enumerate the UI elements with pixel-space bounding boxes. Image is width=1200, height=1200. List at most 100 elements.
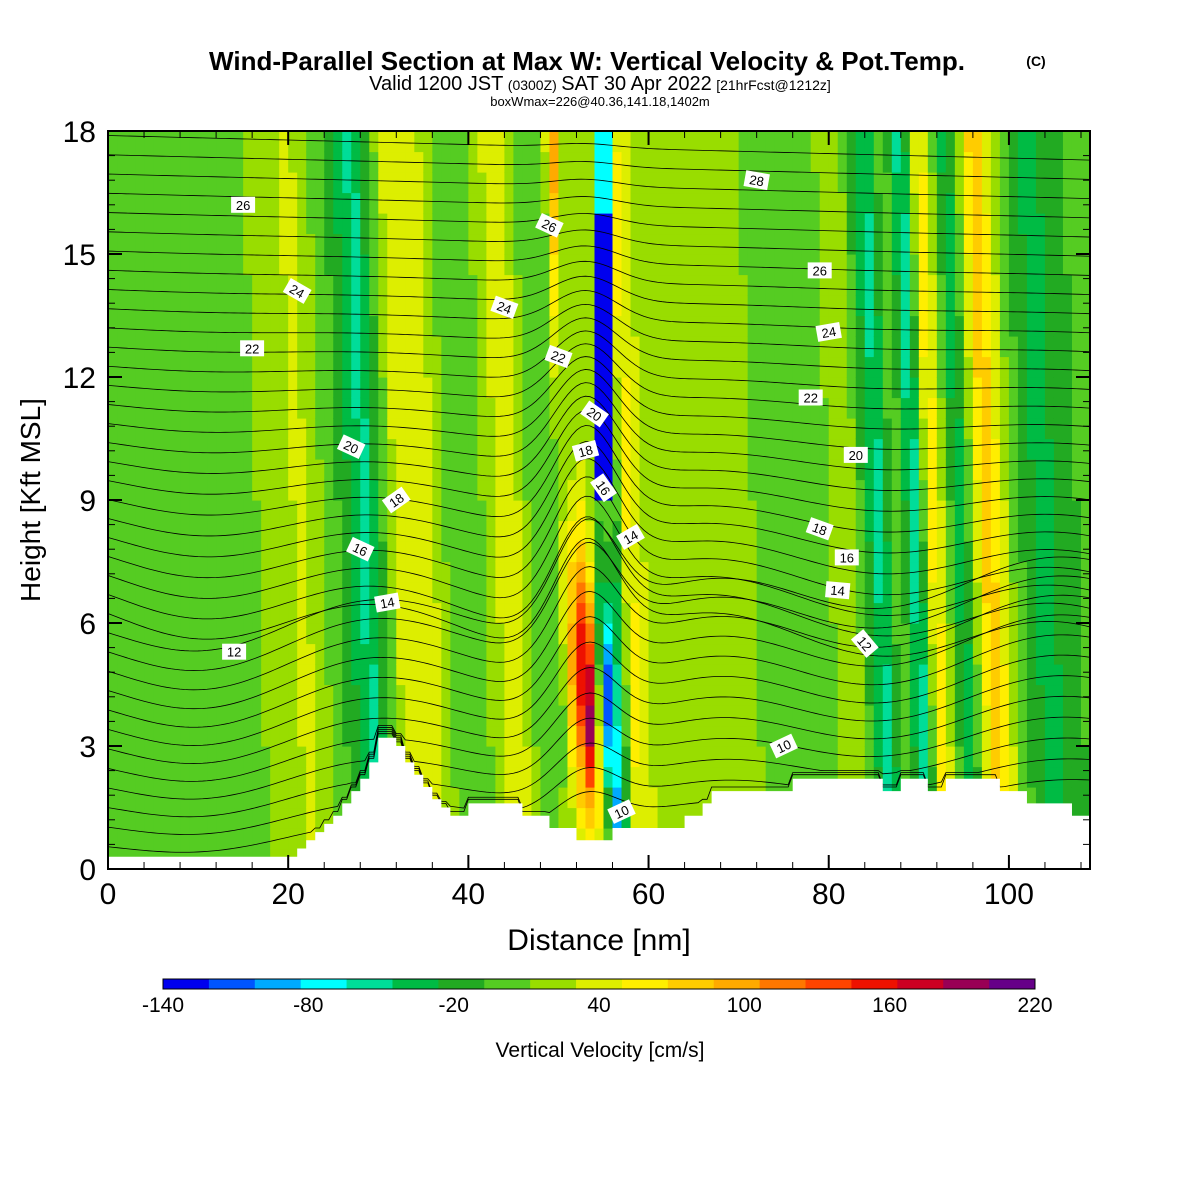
- velocity-cell: [612, 213, 623, 235]
- velocity-cell: [207, 664, 217, 686]
- velocity-cell: [846, 500, 857, 522]
- velocity-cell: [819, 684, 830, 706]
- velocity-cell: [252, 192, 262, 214]
- velocity-cell: [351, 479, 361, 501]
- velocity-cell: [171, 397, 181, 419]
- velocity-cell: [234, 254, 244, 276]
- velocity-cell: [783, 151, 794, 173]
- velocity-cell: [180, 315, 190, 337]
- velocity-cell: [225, 336, 235, 358]
- velocity-cell: [261, 356, 271, 378]
- velocity-cell: [477, 213, 487, 235]
- velocity-cell: [306, 766, 316, 788]
- velocity-cell: [621, 664, 632, 686]
- velocity-cell: [378, 356, 388, 378]
- velocity-cell: [1053, 356, 1064, 378]
- chart-note: boxWmax=226@40.36,141.18,1402m: [490, 94, 710, 109]
- velocity-cell: [558, 172, 569, 194]
- velocity-cell: [270, 541, 280, 563]
- velocity-cell: [567, 418, 578, 440]
- velocity-cell: [441, 213, 451, 235]
- velocity-cell: [432, 500, 442, 522]
- velocity-cell: [531, 746, 542, 768]
- velocity-cell: [315, 541, 325, 563]
- velocity-cell: [594, 828, 605, 850]
- velocity-cell: [1053, 192, 1064, 214]
- velocity-cell: [405, 438, 415, 460]
- velocity-cell: [999, 541, 1010, 563]
- velocity-cell: [279, 500, 289, 522]
- velocity-cell: [927, 725, 938, 747]
- velocity-cell: [297, 664, 307, 686]
- velocity-cell: [648, 541, 659, 563]
- velocity-cell: [783, 766, 794, 788]
- velocity-cell: [513, 254, 524, 276]
- velocity-cell: [1053, 746, 1064, 768]
- velocity-cell: [630, 418, 641, 440]
- velocity-cell: [405, 500, 415, 522]
- velocity-cell: [639, 233, 650, 255]
- velocity-cell: [585, 295, 596, 317]
- velocity-cell: [135, 479, 145, 501]
- velocity-cell: [396, 541, 406, 563]
- velocity-cell: [1053, 459, 1064, 481]
- velocity-cell: [612, 315, 623, 337]
- velocity-cell: [702, 213, 713, 235]
- velocity-cell: [630, 356, 641, 378]
- velocity-cell: [630, 766, 641, 788]
- velocity-cell: [315, 602, 325, 624]
- velocity-cell: [837, 151, 848, 173]
- colorbar-swatch: [254, 979, 302, 989]
- velocity-cell: [648, 479, 659, 501]
- velocity-cell: [630, 787, 641, 809]
- velocity-cell: [666, 541, 677, 563]
- velocity-cell: [171, 787, 181, 809]
- velocity-cell: [468, 643, 478, 665]
- velocity-cell: [603, 459, 614, 481]
- velocity-cell: [612, 643, 623, 665]
- velocity-cell: [1053, 725, 1064, 747]
- velocity-cell: [981, 500, 992, 522]
- velocity-cell: [333, 336, 343, 358]
- velocity-cell: [144, 561, 154, 583]
- velocity-cell: [693, 787, 704, 809]
- velocity-cell: [792, 582, 803, 604]
- contour-label-text: 14: [830, 583, 846, 599]
- velocity-cell: [711, 295, 722, 317]
- velocity-cell: [846, 766, 857, 788]
- velocity-cell: [783, 172, 794, 194]
- velocity-cell: [765, 684, 776, 706]
- velocity-cell: [729, 336, 740, 358]
- contour-label-text: 20: [584, 404, 604, 425]
- velocity-cell: [963, 664, 974, 686]
- velocity-cell: [900, 295, 911, 317]
- velocity-cell: [450, 254, 460, 276]
- contour-label: 24: [490, 295, 519, 319]
- velocity-cell: [171, 828, 181, 850]
- velocity-cell: [756, 397, 767, 419]
- theta-contour-line: [108, 303, 1090, 353]
- velocity-cell: [252, 377, 262, 399]
- velocity-cell: [963, 418, 974, 440]
- velocity-cell: [630, 397, 641, 419]
- velocity-cell: [540, 623, 551, 645]
- velocity-cell: [216, 705, 226, 727]
- velocity-cell: [468, 602, 478, 624]
- velocity-cell: [495, 643, 505, 665]
- velocity-cell: [1044, 438, 1055, 460]
- velocity-cell: [945, 746, 956, 768]
- velocity-cell: [216, 356, 226, 378]
- velocity-cell: [918, 500, 929, 522]
- velocity-cell: [117, 746, 127, 768]
- colorbar-swatch: [667, 979, 715, 989]
- velocity-cell: [729, 561, 740, 583]
- velocity-cell: [558, 479, 569, 501]
- velocity-cell: [423, 192, 433, 214]
- velocity-cell: [441, 582, 451, 604]
- velocity-cell: [999, 623, 1010, 645]
- velocity-cell: [810, 172, 821, 194]
- velocity-cell: [864, 766, 875, 788]
- velocity-cell: [279, 664, 289, 686]
- velocity-cell: [1080, 561, 1090, 583]
- velocity-cell: [567, 479, 578, 501]
